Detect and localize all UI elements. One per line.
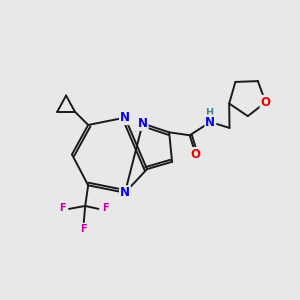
Text: O: O bbox=[261, 96, 271, 109]
Text: N: N bbox=[138, 117, 148, 130]
Text: N: N bbox=[120, 186, 130, 199]
Text: N: N bbox=[206, 116, 215, 128]
Text: N: N bbox=[120, 111, 130, 124]
Text: O: O bbox=[190, 148, 201, 161]
Text: H: H bbox=[205, 108, 213, 118]
Text: F: F bbox=[80, 224, 87, 235]
Text: F: F bbox=[59, 203, 66, 213]
Text: F: F bbox=[102, 203, 108, 213]
